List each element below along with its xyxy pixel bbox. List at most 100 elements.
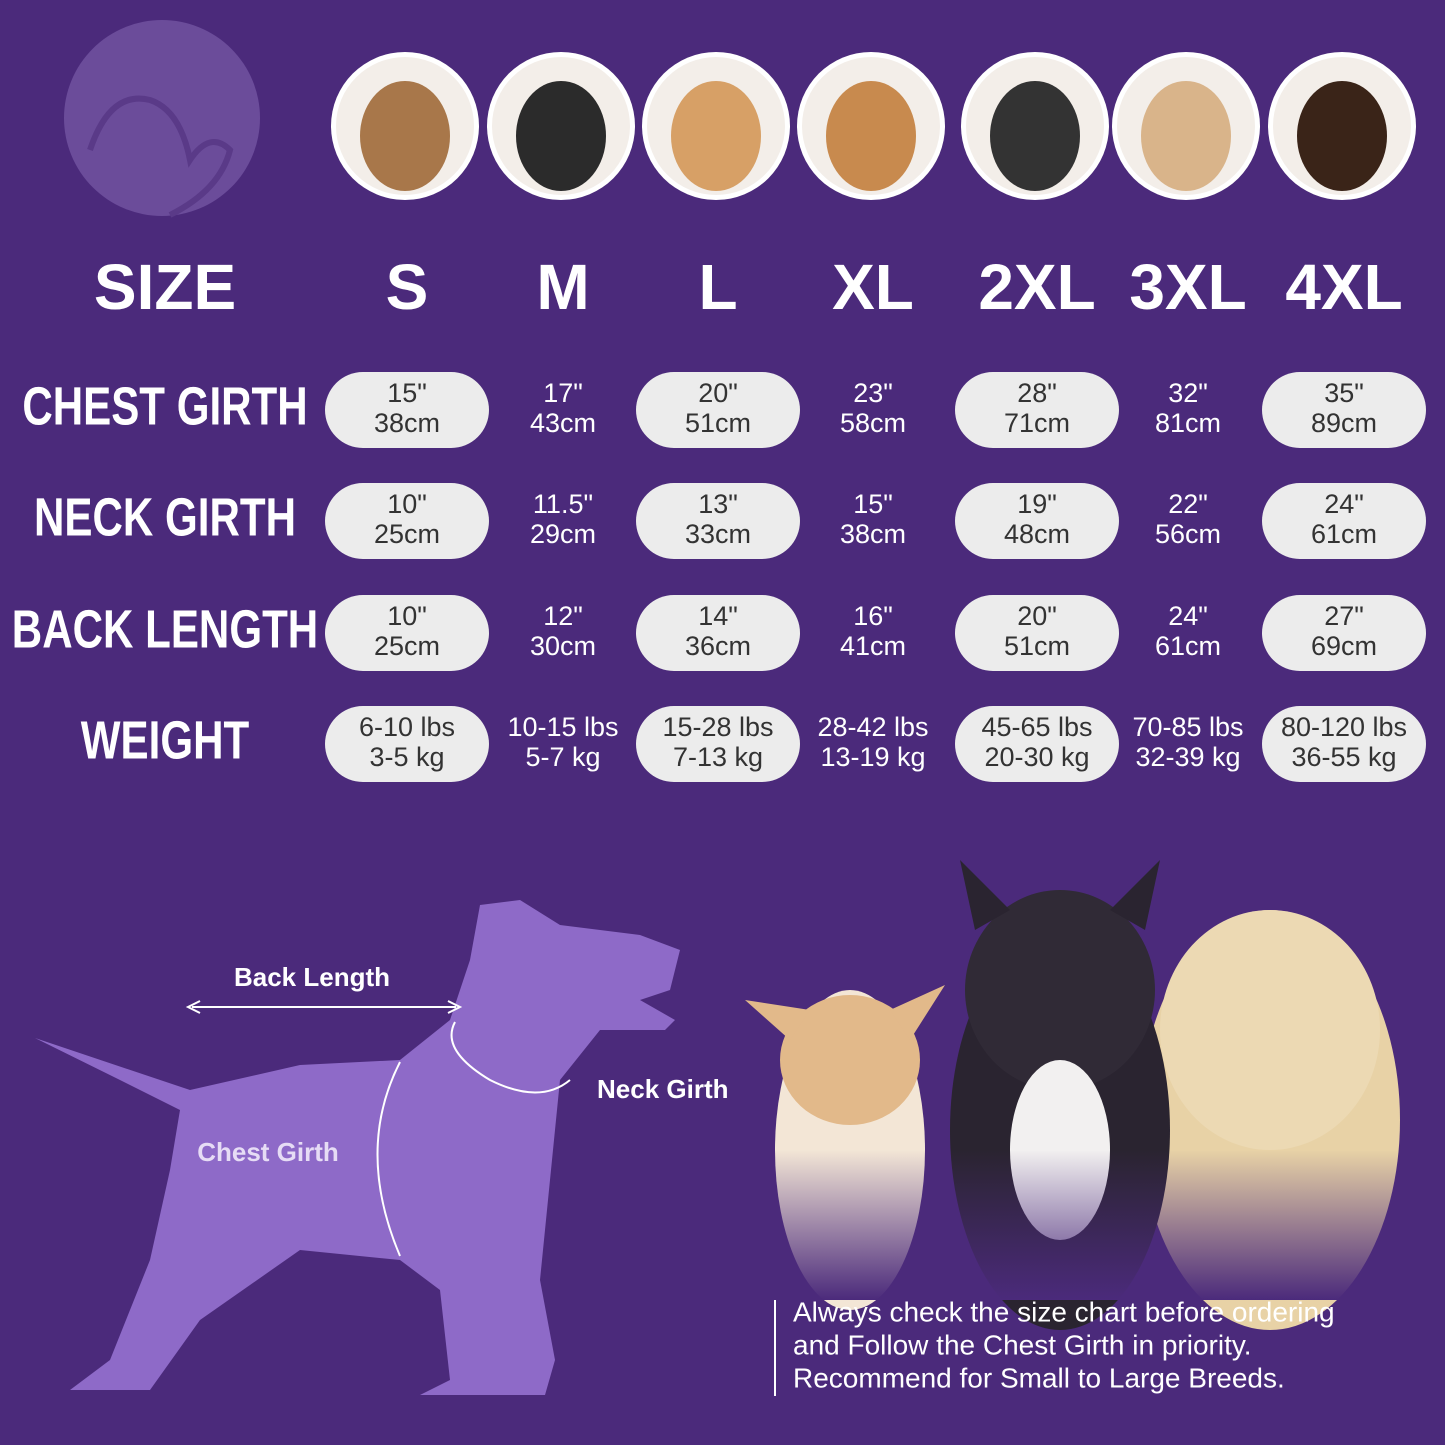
cell-line: 10-15 lbs bbox=[507, 712, 618, 742]
cell-line: 20" bbox=[1017, 601, 1057, 631]
cell-line: 16" bbox=[853, 601, 893, 631]
cell-line: 11.5" bbox=[533, 489, 593, 519]
logo-mark bbox=[87, 95, 234, 218]
cell-line: 28" bbox=[1017, 378, 1057, 408]
cell-line: 51cm bbox=[1004, 631, 1070, 661]
cell-line: 15" bbox=[853, 489, 893, 519]
cell-line: 10" bbox=[387, 489, 427, 519]
size-label: S bbox=[386, 251, 429, 323]
header-label: SIZE bbox=[94, 251, 236, 323]
cell-line: 23" bbox=[853, 378, 893, 408]
cell-line: 24" bbox=[1168, 601, 1208, 631]
cell-line: 41cm bbox=[840, 631, 906, 661]
cell-pill bbox=[955, 483, 1119, 559]
arrow-heads bbox=[185, 1000, 463, 1014]
back-length-label: Back Length bbox=[234, 962, 390, 992]
note-line: and Follow the Chest Girth in priority. bbox=[793, 1329, 1252, 1360]
cell-line: 43cm bbox=[530, 408, 596, 438]
dog-face bbox=[826, 81, 916, 191]
neck-line bbox=[450, 1021, 571, 1094]
size-label: 2XL bbox=[978, 251, 1095, 323]
chest-girth-label: Chest Girth bbox=[197, 1137, 339, 1167]
cell-line: 25cm bbox=[374, 519, 440, 549]
cell-line: 29cm bbox=[530, 519, 596, 549]
cell-line: 30cm bbox=[530, 631, 596, 661]
cell-pill bbox=[1262, 483, 1426, 559]
cell-pill bbox=[1262, 372, 1426, 448]
cell-line: 3-5 kg bbox=[369, 742, 444, 772]
note-line: Recommend for Small to Large Breeds. bbox=[793, 1362, 1285, 1393]
size-label: L bbox=[698, 251, 737, 323]
cell-line: 33cm bbox=[685, 519, 751, 549]
note: Always check the size chart before order… bbox=[793, 1296, 1335, 1393]
cell-line: 10" bbox=[387, 601, 427, 631]
cell-line: 48cm bbox=[1004, 519, 1070, 549]
dog-face bbox=[516, 81, 606, 191]
cell-pill bbox=[955, 372, 1119, 448]
logo bbox=[64, 20, 260, 216]
note-line: Always check the size chart before order… bbox=[793, 1296, 1335, 1327]
cell-line: 36cm bbox=[685, 631, 751, 661]
cell-pill bbox=[636, 706, 800, 782]
cell-pill bbox=[636, 595, 800, 671]
cell-line: 69cm bbox=[1311, 631, 1377, 661]
cell-line: 51cm bbox=[685, 408, 751, 438]
cell-pill bbox=[1262, 595, 1426, 671]
cell-line: 56cm bbox=[1155, 519, 1221, 549]
cell-line: 20-30 kg bbox=[984, 742, 1089, 772]
cell-line: 15" bbox=[387, 378, 427, 408]
cell-line: 38cm bbox=[840, 519, 906, 549]
dog-face bbox=[360, 81, 450, 191]
size-label: M bbox=[536, 251, 589, 323]
cell-line: 71cm bbox=[1004, 408, 1070, 438]
cell-pill bbox=[1262, 706, 1426, 782]
size-label: XL bbox=[832, 251, 914, 323]
cell-line: 13-19 kg bbox=[820, 742, 925, 772]
cell-line: 28-42 lbs bbox=[817, 712, 928, 742]
cell-line: 22" bbox=[1168, 489, 1208, 519]
cell-line: 27" bbox=[1324, 601, 1364, 631]
cell-line: 7-13 kg bbox=[673, 742, 763, 772]
cell-line: 19" bbox=[1017, 489, 1057, 519]
dogs-photo bbox=[740, 860, 1445, 1330]
dog-face bbox=[1141, 81, 1231, 191]
row-label: CHEST GIRTH bbox=[22, 376, 307, 436]
cell-pill bbox=[325, 483, 489, 559]
dog-face bbox=[671, 81, 761, 191]
cell-line: 13" bbox=[698, 489, 738, 519]
cell-line: 35" bbox=[1324, 378, 1364, 408]
row-label: BACK LENGTH bbox=[12, 599, 318, 659]
cell-pill bbox=[325, 706, 489, 782]
cell-line: 12" bbox=[543, 601, 583, 631]
cell-line: 5-7 kg bbox=[525, 742, 600, 772]
cell-line: 80-120 lbs bbox=[1281, 712, 1407, 742]
row-label: NECK GIRTH bbox=[34, 487, 296, 547]
cell-line: 32-39 kg bbox=[1135, 742, 1240, 772]
cell-pill bbox=[955, 595, 1119, 671]
size-label: 4XL bbox=[1285, 251, 1402, 323]
cell-line: 14" bbox=[698, 601, 738, 631]
cell-line: 15-28 lbs bbox=[662, 712, 773, 742]
breed-photos bbox=[331, 52, 1416, 200]
cell-line: 36-55 kg bbox=[1291, 742, 1396, 772]
cell-pill bbox=[636, 372, 800, 448]
cell-pill bbox=[636, 483, 800, 559]
cell-line: 24" bbox=[1324, 489, 1364, 519]
cell-line: 45-65 lbs bbox=[981, 712, 1092, 742]
dog-silhouette bbox=[35, 900, 680, 1395]
cell-line: 61cm bbox=[1155, 631, 1221, 661]
cell-line: 70-85 lbs bbox=[1132, 712, 1243, 742]
cell-pill bbox=[325, 372, 489, 448]
cell-line: 20" bbox=[698, 378, 738, 408]
cell-line: 25cm bbox=[374, 631, 440, 661]
cell-line: 61cm bbox=[1311, 519, 1377, 549]
cell-pill bbox=[325, 595, 489, 671]
cell-line: 89cm bbox=[1311, 408, 1377, 438]
row-label: WEIGHT bbox=[81, 710, 250, 770]
cell-line: 81cm bbox=[1155, 408, 1221, 438]
dog-face bbox=[990, 81, 1080, 191]
chest-line bbox=[376, 1061, 401, 1257]
